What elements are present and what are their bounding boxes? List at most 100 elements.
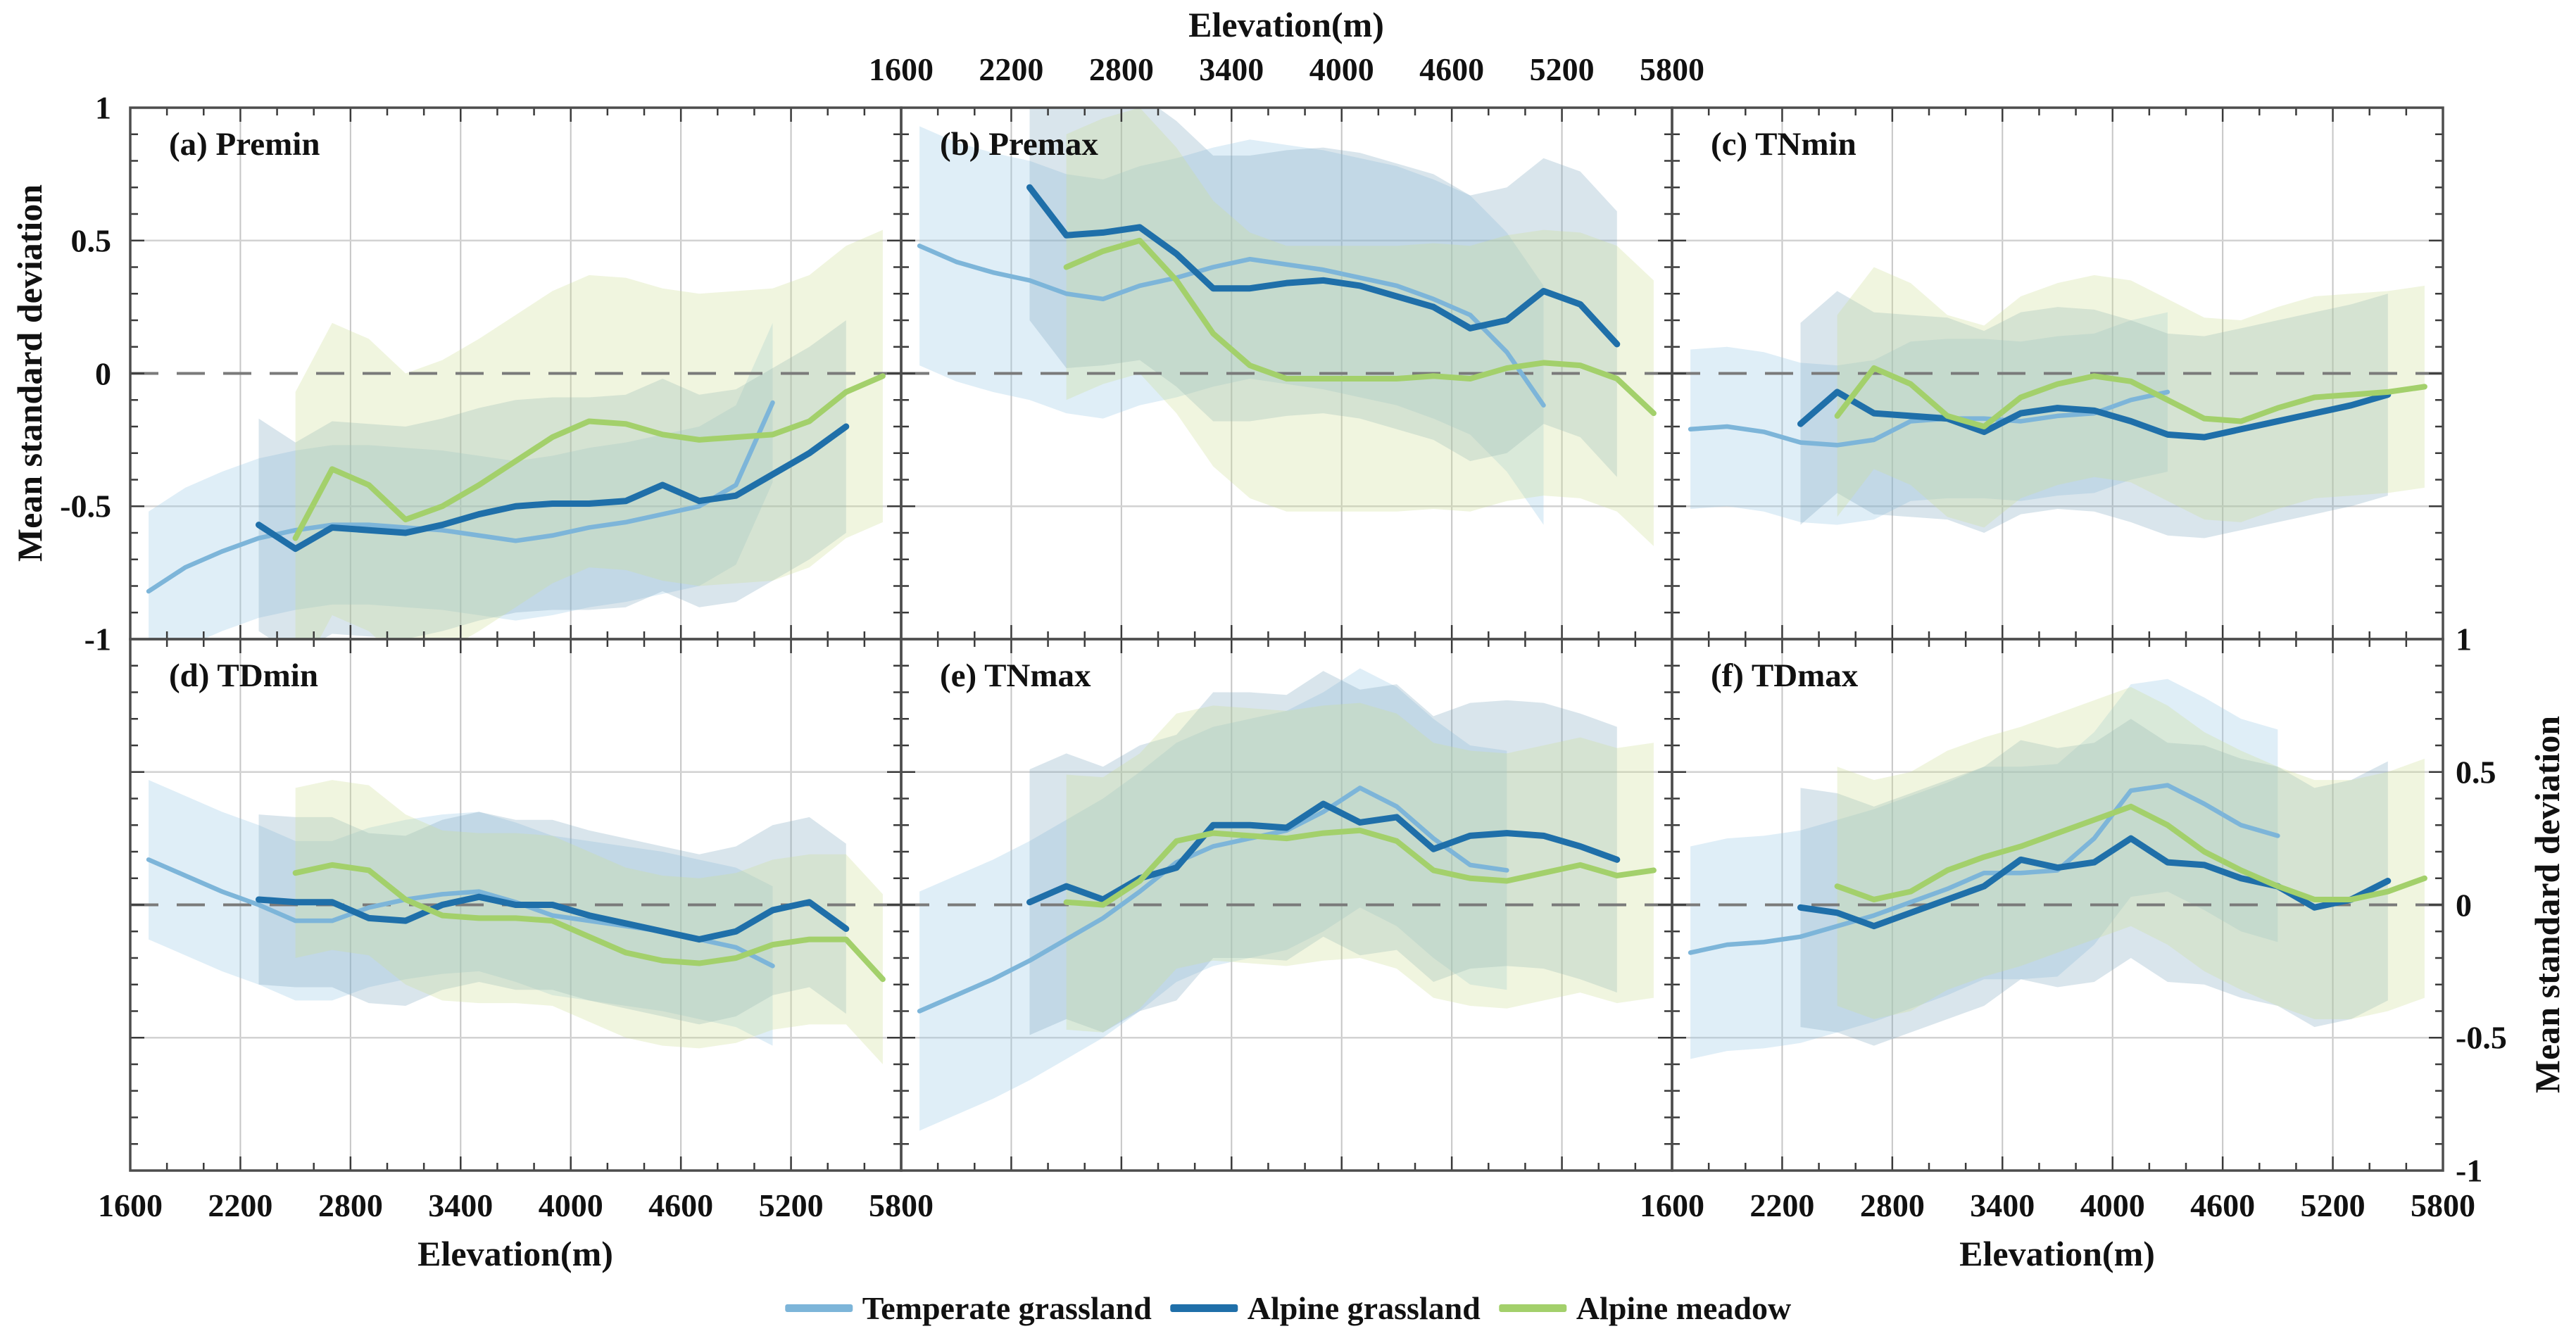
panel-label-a: (a) Premin (169, 126, 320, 163)
bottom-x-tick-label: 3400 (1970, 1187, 2035, 1223)
series-line-temperate-grassland (917, 244, 1546, 408)
series-line-alpine-meadow (1834, 365, 2427, 429)
series-line-alpine-meadow (292, 373, 886, 541)
right-y-tick-label: 0 (2456, 887, 2472, 923)
axis-ticks (1672, 108, 2443, 639)
series-line-alpine-meadow (1063, 827, 1657, 908)
axis-ticks (1672, 639, 2443, 1171)
bottom-x-tick-label: 1600 (1640, 1187, 1704, 1223)
axis-ticks (130, 639, 901, 1171)
band-alpine-meadow (1837, 686, 2425, 1019)
panel-d (129, 638, 903, 1172)
uncertainty-bands (1690, 267, 2425, 538)
panel-label-c: (c) TNmin (1711, 126, 1856, 163)
top-axis-title: Elevation(m) (1188, 5, 1384, 44)
band-alpine-grassland (1029, 108, 1617, 477)
panel-label-b: (b) Premax (940, 126, 1098, 163)
legend-item-alpine-meadow: Alpine meadow (1498, 1290, 1791, 1327)
band-temperate-grassland (149, 780, 773, 1046)
temperate-grassland-line-swatch (784, 1304, 853, 1312)
top-x-tick-label: 2200 (979, 51, 1044, 87)
series-line-temperate-grassland (917, 786, 1509, 1014)
panel-c (1671, 106, 2444, 641)
bottom-x-tick-label: 5800 (869, 1187, 934, 1223)
top-x-tick-label: 1600 (869, 51, 934, 87)
left-y-tick-label: -1 (84, 621, 111, 657)
uncertainty-bands (149, 229, 883, 639)
band-alpine-meadow (295, 229, 883, 639)
axis-ticks (901, 108, 1672, 639)
bottom-x-tick-label: 1600 (98, 1187, 163, 1223)
band-temperate-grassland (919, 126, 1544, 525)
left-y-tick-label: -0.5 (60, 488, 111, 524)
panel-label-f: (f) TDmax (1711, 657, 1859, 694)
top-x-tick-label: 5800 (1640, 51, 1704, 87)
series-line-temperate-grassland (1688, 783, 2280, 955)
uncertainty-bands (1690, 679, 2425, 1059)
top-x-tick-label: 4600 (1419, 51, 1485, 87)
legend-item-alpine-grassland: Alpine grassland (1169, 1290, 1481, 1327)
panel-border (1671, 638, 2444, 1172)
bottom-x-tick-label: 4000 (2080, 1187, 2145, 1223)
legend-label: Temperate grassland (862, 1290, 1152, 1326)
bottom-axis-title-right: Elevation(m) (1959, 1234, 2155, 1273)
alpine-grassland-line-swatch (1169, 1304, 1238, 1312)
series-line-temperate-grassland (146, 400, 775, 594)
bottom-x-tick-label: 2800 (1859, 1187, 1925, 1223)
legend: Temperate grassland Alpine grassland Alp… (784, 1290, 1791, 1327)
bottom-x-tick-label: 2200 (1749, 1187, 1815, 1223)
band-alpine-grassland (1800, 719, 2388, 1046)
band-alpine-grassland (258, 320, 846, 639)
panel-label-e: (e) TNmax (940, 657, 1091, 694)
bottom-x-tick-label: 2200 (208, 1187, 273, 1223)
band-temperate-grassland (1690, 679, 2278, 1059)
top-x-tick-label: 5200 (1529, 51, 1595, 87)
band-alpine-meadow (1837, 267, 2425, 528)
band-alpine-grassland (1029, 671, 1617, 1035)
uncertainty-bands (149, 780, 883, 1064)
right-y-tick-label: 0.5 (2456, 754, 2496, 790)
band-temperate-grassland (919, 668, 1507, 1131)
series-line-alpine-grassland (1026, 184, 1621, 348)
band-alpine-meadow (1066, 108, 1654, 546)
uncertainty-bands (919, 108, 1654, 546)
series-line-alpine-meadow (1063, 237, 1657, 417)
right-y-tick-label: 1 (2456, 621, 2472, 657)
bottom-x-tick-label: 5200 (758, 1187, 824, 1223)
bottom-x-tick-label: 2800 (318, 1187, 383, 1223)
bottom-x-tick-label: 4000 (538, 1187, 603, 1223)
panel-a (129, 106, 903, 641)
series-line-alpine-grassland (256, 423, 850, 553)
axis-ticks (130, 108, 901, 639)
uncertainty-bands (919, 668, 1654, 1131)
top-x-tick-label: 3400 (1199, 51, 1264, 87)
right-y-tick-label: -0.5 (2456, 1019, 2507, 1056)
legend-item-temperate-grassland: Temperate grassland (784, 1290, 1152, 1327)
series-line-alpine-grassland (256, 893, 850, 943)
panel-e (900, 638, 1673, 1172)
right-y-tick-label: -1 (2456, 1152, 2483, 1189)
bottom-x-tick-label: 4600 (648, 1187, 714, 1223)
bottom-x-tick-label: 4600 (2190, 1187, 2256, 1223)
bottom-x-tick-label: 5200 (2300, 1187, 2365, 1223)
panel-f (1671, 638, 2444, 1172)
series-line-alpine-grassland (1026, 800, 1621, 906)
panel-label-d: (d) TDmin (169, 657, 318, 694)
series-line-alpine-grassland (1797, 389, 2392, 441)
bottom-axis-title-left: Elevation(m) (417, 1234, 613, 1273)
alpine-meadow-line-swatch (1498, 1304, 1566, 1312)
axis-ticks (901, 639, 1672, 1171)
bottom-x-tick-label: 5800 (2411, 1187, 2475, 1223)
series-line-alpine-meadow (1834, 803, 2427, 902)
top-x-tick-label: 4000 (1309, 51, 1374, 87)
band-alpine-meadow (1066, 702, 1654, 1033)
legend-label: Alpine grassland (1247, 1290, 1481, 1326)
left-y-tick-label: 0.5 (70, 222, 112, 259)
left-y-tick-label: 1 (95, 89, 111, 126)
panel-b (900, 106, 1673, 641)
series-line-alpine-meadow (292, 862, 886, 983)
left-y-tick-label: 0 (95, 355, 111, 391)
top-x-tick-label: 2800 (1088, 51, 1154, 87)
